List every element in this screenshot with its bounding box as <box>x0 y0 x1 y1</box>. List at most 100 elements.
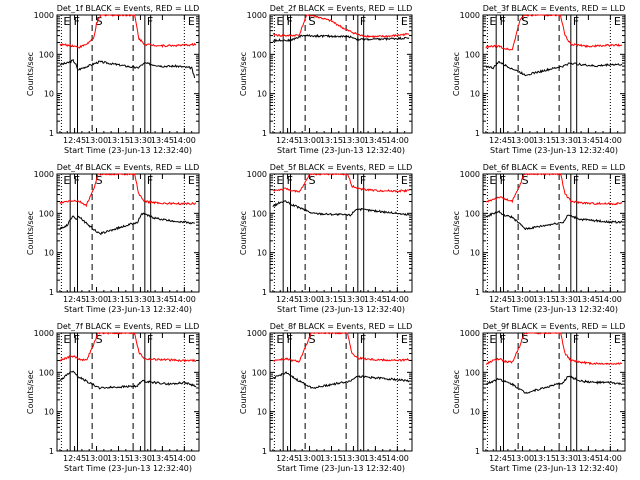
x-tick-label: 13:15 <box>107 295 130 304</box>
x-tick-label: 13:30 <box>555 454 578 463</box>
event-marker-label: E <box>489 15 496 28</box>
x-tick-label: 13:30 <box>342 136 365 145</box>
event-marker-label: F <box>500 333 506 346</box>
y-axis-label: Counts/sec <box>26 370 35 414</box>
x-tick-label: 14:00 <box>386 454 409 463</box>
event-marker-label: F <box>573 174 579 187</box>
y-tick-label: 1 <box>49 129 54 138</box>
event-marker-label: E <box>614 15 621 28</box>
plot-frame <box>269 332 413 452</box>
event-marker-label: F <box>147 174 153 187</box>
x-tick-label: 13:15 <box>107 136 130 145</box>
plot-frame <box>56 332 200 452</box>
event-marker-label: F <box>147 15 153 28</box>
event-marker-label: E <box>489 333 496 346</box>
chart-title: Det_9f BLACK = Events, RED = LLD <box>483 322 626 331</box>
chart-panel-5: Det_5f BLACK = Events, RED = LLD 1 10 100 10… <box>239 163 413 314</box>
series-events-line <box>59 370 197 390</box>
event-marker-label: S <box>96 333 103 346</box>
plot-frame <box>269 173 413 293</box>
y-tick-label: 1000 <box>460 170 480 179</box>
chart-title: Det_1f BLACK = Events, RED = LLD <box>57 4 200 13</box>
x-tick-label: 12:45 <box>63 136 86 145</box>
x-tick-label: 13:00 <box>298 136 321 145</box>
chart-panel-1: Det_1f BLACK = Events, RED = LLD 1 10 100 10… <box>26 4 200 155</box>
chart-panel-7: Det_7f BLACK = Events, RED = LLD 1 10 100 10… <box>26 322 200 473</box>
x-tick-label: 13:00 <box>511 454 534 463</box>
series-events-line <box>272 371 410 390</box>
x-axis-label: Start Time (23-Jun-13 12:32:40) <box>277 464 405 473</box>
series-lld-line <box>59 173 197 208</box>
chart-title: Det_8f BLACK = Events, RED = LLD <box>270 322 413 331</box>
y-tick-label: 10 <box>257 249 267 258</box>
event-marker-label: S <box>309 174 316 187</box>
series-lld-line <box>272 14 410 39</box>
x-tick-label: 12:45 <box>276 136 299 145</box>
plot-frame <box>482 173 626 293</box>
event-marker-label: S <box>96 174 103 187</box>
x-axis-label: Start Time (23-Jun-13 12:32:40) <box>64 146 192 155</box>
x-axis-label: Start Time (23-Jun-13 12:32:40) <box>277 146 405 155</box>
x-tick-label: 13:45 <box>151 136 174 145</box>
x-tick-label: 13:00 <box>85 136 108 145</box>
chart-panel-3: Det_3f BLACK = Events, RED = LLD 1 10 100 10… <box>452 4 626 155</box>
x-tick-label: 14:00 <box>173 136 196 145</box>
event-marker-label: E <box>188 174 195 187</box>
y-tick-label: 100 <box>39 209 54 218</box>
x-tick-label: 13:30 <box>342 454 365 463</box>
y-axis-label: Counts/sec <box>452 370 461 414</box>
y-tick-label: 10 <box>257 408 267 417</box>
event-marker-label: F <box>360 333 366 346</box>
y-axis-label: Counts/sec <box>26 52 35 96</box>
y-axis-label: Counts/sec <box>239 370 248 414</box>
event-marker-label: E <box>401 333 408 346</box>
event-marker-label: F <box>287 174 293 187</box>
chart-title: Det_5f BLACK = Events, RED = LLD <box>270 163 413 172</box>
event-marker-label: F <box>500 174 506 187</box>
x-tick-label: 12:45 <box>489 295 512 304</box>
event-marker-label: F <box>500 15 506 28</box>
series-events-line <box>485 375 623 394</box>
x-tick-label: 13:15 <box>320 136 343 145</box>
y-tick-label: 100 <box>39 368 54 377</box>
y-tick-label: 1000 <box>247 329 267 338</box>
y-axis-label: Counts/sec <box>452 52 461 96</box>
chart-panel-2: Det_2f BLACK = Events, RED = LLD 1 10 100 10… <box>239 4 413 155</box>
x-tick-label: 13:00 <box>298 454 321 463</box>
event-marker-label: F <box>360 15 366 28</box>
y-tick-label: 100 <box>252 209 267 218</box>
event-marker-label: S <box>522 333 529 346</box>
y-tick-label: 100 <box>252 50 267 59</box>
event-marker-label: E <box>489 174 496 187</box>
plot-frame <box>269 14 413 134</box>
y-tick-label: 1000 <box>460 11 480 20</box>
event-marker-label: E <box>276 333 283 346</box>
x-tick-label: 13:45 <box>577 136 600 145</box>
chart-title: Det_4f BLACK = Events, RED = LLD <box>57 163 200 172</box>
chart-title: Det_3f BLACK = Events, RED = LLD <box>483 4 626 13</box>
event-marker-label: S <box>96 15 103 28</box>
series-lld-line <box>272 332 410 363</box>
y-tick-label: 10 <box>257 90 267 99</box>
x-tick-label: 13:00 <box>85 454 108 463</box>
chart-panel-6: Det_6f BLACK = Events, RED = LLD 1 10 100 10… <box>452 163 626 314</box>
y-axis-label: Counts/sec <box>452 211 461 255</box>
chart-title: Det_6f BLACK = Events, RED = LLD <box>483 163 626 172</box>
plot-frame <box>482 332 626 452</box>
y-tick-label: 1 <box>475 447 480 456</box>
y-tick-label: 1 <box>475 129 480 138</box>
y-tick-label: 1 <box>262 129 267 138</box>
event-marker-label: F <box>573 333 579 346</box>
y-tick-label: 1 <box>49 288 54 297</box>
y-tick-label: 1 <box>49 447 54 456</box>
x-tick-label: 13:15 <box>107 454 130 463</box>
x-axis-label: Start Time (23-Jun-13 12:32:40) <box>64 464 192 473</box>
event-marker-label: S <box>309 333 316 346</box>
x-tick-label: 13:00 <box>511 295 534 304</box>
event-marker-label: S <box>522 15 529 28</box>
x-axis-label: Start Time (23-Jun-13 12:32:40) <box>64 305 192 314</box>
x-tick-label: 14:00 <box>599 295 622 304</box>
x-axis-label: Start Time (23-Jun-13 12:32:40) <box>490 146 618 155</box>
x-tick-label: 13:45 <box>151 295 174 304</box>
x-tick-label: 13:30 <box>555 136 578 145</box>
